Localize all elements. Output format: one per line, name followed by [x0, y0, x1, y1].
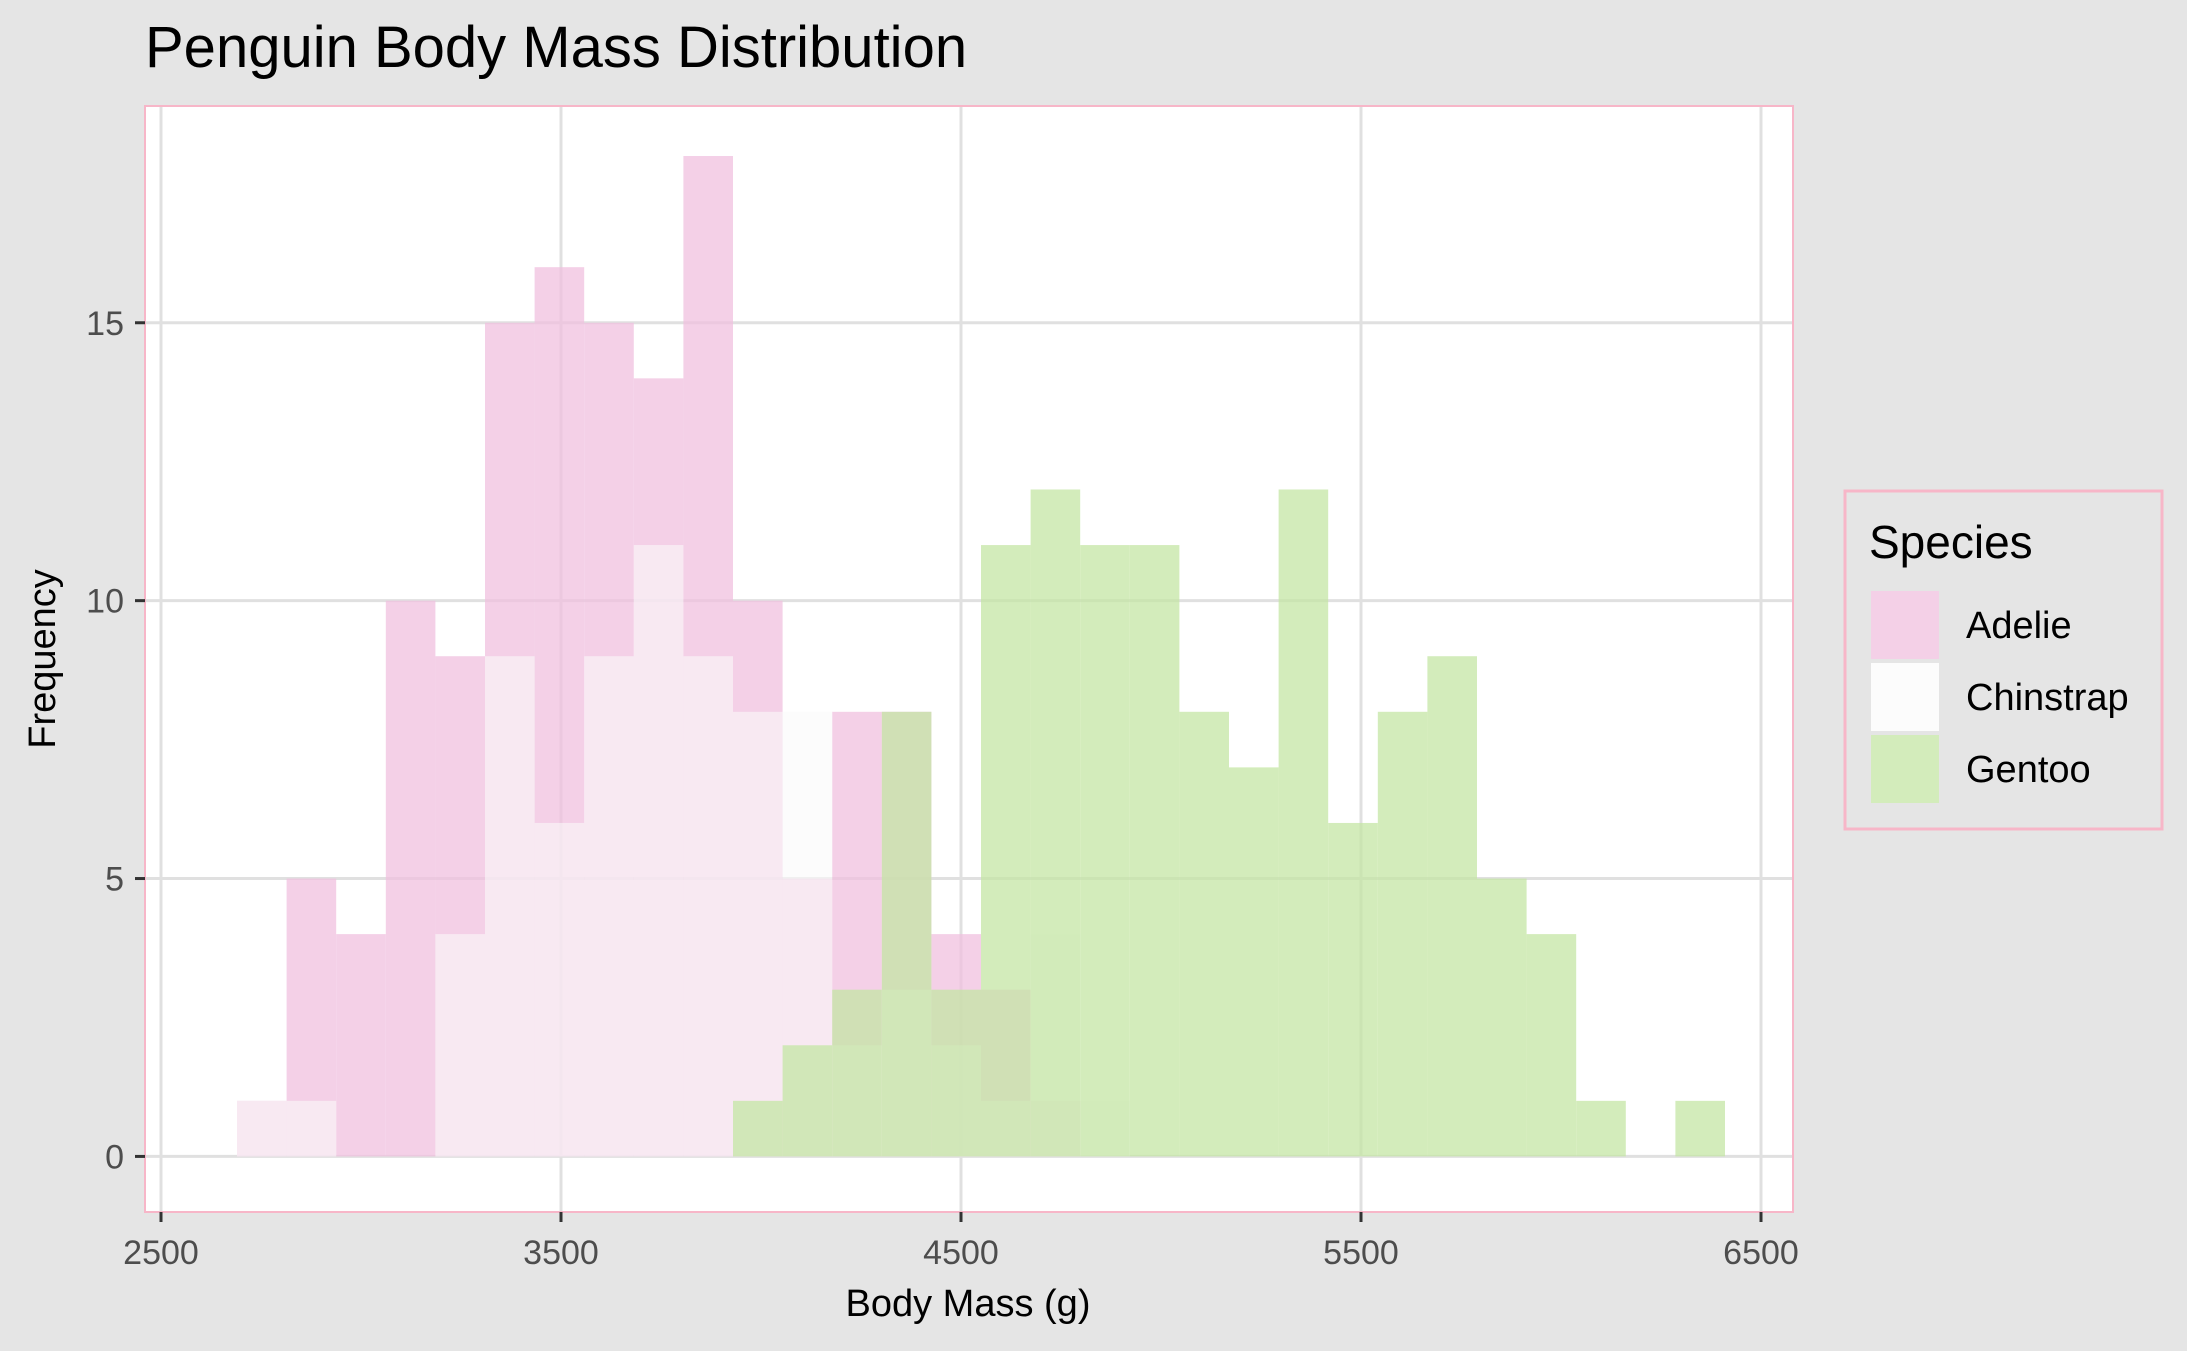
legend-key-chinstrap: [1871, 663, 1939, 731]
bar-chinstrap: [733, 711, 783, 1157]
legend-label-adelie: Adelie: [1966, 605, 2072, 647]
legend-items: Adelie Chinstrap Gentoo: [1871, 591, 2129, 803]
bar-adelie: [385, 600, 436, 1157]
bar-gentoo: [1377, 711, 1428, 1157]
bar-gentoo: [782, 1045, 833, 1157]
legend-title: Species: [1869, 516, 2033, 568]
legend-key-gentoo: [1871, 735, 1939, 803]
bar-gentoo: [1328, 822, 1378, 1157]
x-tick-label: 4500: [923, 1234, 999, 1272]
bar-gentoo: [1229, 767, 1279, 1157]
legend: Species Adelie Chinstrap Gentoo: [1843, 489, 2164, 831]
bar-gentoo: [881, 711, 932, 1157]
bar-gentoo: [733, 1100, 783, 1157]
bar-adelie: [336, 934, 386, 1157]
chart-title: Penguin Body Mass Distribution: [145, 15, 967, 80]
legend-key-adelie: [1871, 591, 1939, 659]
bar-gentoo: [1526, 934, 1577, 1157]
x-tick-label: 6500: [1723, 1234, 1799, 1272]
x-tick-label: 5500: [1323, 1234, 1399, 1272]
plot-panel-border: [144, 105, 1794, 1213]
bar-gentoo: [1278, 489, 1329, 1157]
y-tick-label: 15: [86, 305, 124, 343]
bar-chinstrap: [485, 656, 535, 1157]
legend-label-chinstrap: Chinstrap: [1966, 677, 2129, 719]
bar-chinstrap: [633, 545, 684, 1157]
bar-gentoo: [832, 989, 882, 1157]
axes: 2500 3500 4500 5500 6500 0 5 10 15: [86, 305, 1799, 1272]
bar-chinstrap: [534, 822, 585, 1157]
bar-chinstrap: [286, 1100, 337, 1157]
bar-chinstrap: [435, 934, 485, 1157]
y-tick-label: 0: [105, 1138, 124, 1176]
bar-gentoo: [1576, 1100, 1626, 1157]
y-tick-label: 10: [86, 583, 124, 621]
x-tick-label: 2500: [123, 1234, 199, 1272]
bar-gentoo: [1129, 545, 1180, 1157]
bar-gentoo: [1030, 489, 1081, 1157]
histogram-bars: [237, 156, 1725, 1157]
legend-label-gentoo: Gentoo: [1966, 749, 2091, 791]
bar-gentoo: [1675, 1100, 1725, 1157]
bar-gentoo: [1427, 656, 1477, 1157]
x-axis-title: Body Mass (g): [846, 1283, 1091, 1325]
x-tick-label: 3500: [523, 1234, 599, 1272]
y-tick-label: 5: [105, 861, 124, 899]
bar-gentoo: [981, 545, 1031, 1157]
bar-chinstrap: [584, 656, 634, 1157]
bar-chinstrap: [237, 1100, 287, 1157]
bar-chinstrap: [683, 656, 733, 1157]
bar-gentoo: [1179, 711, 1229, 1157]
bar-gentoo: [1477, 878, 1527, 1157]
y-axis-title: Frequency: [22, 569, 64, 749]
bar-gentoo: [1080, 545, 1130, 1157]
bar-gentoo: [931, 989, 981, 1157]
